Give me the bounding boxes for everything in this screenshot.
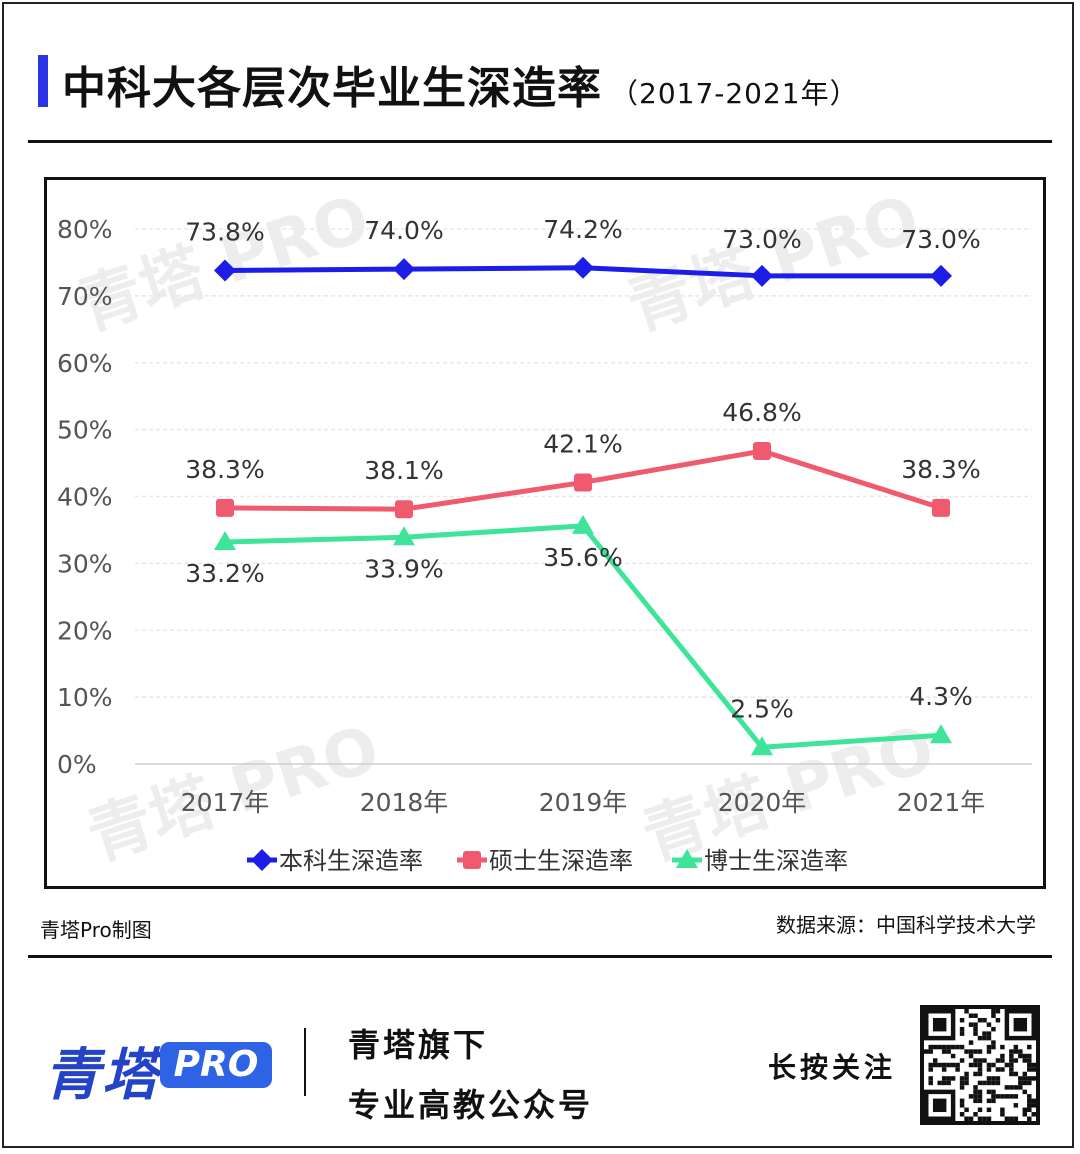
data-label: 33.9%: [364, 554, 443, 583]
legend-marker: [463, 851, 481, 869]
data-label: 73.8%: [185, 217, 264, 246]
data-label: 2.5%: [730, 694, 794, 723]
legend-marker: [251, 849, 273, 871]
data-label: 73.0%: [901, 225, 980, 254]
data-point: [395, 500, 413, 519]
data-label: 74.2%: [543, 215, 622, 244]
title-divider: [28, 140, 1052, 143]
data-label: 38.3%: [185, 455, 264, 484]
brand-logo-text: 青塔: [44, 1043, 160, 1108]
data-point: [572, 256, 594, 279]
page-title: 中科大各层次毕业生深造率 （2017-2021年）: [62, 63, 859, 114]
data-label: 35.6%: [543, 543, 622, 572]
y-tick-label: 80%: [57, 215, 113, 244]
tagline-secondary: 专业高教公众号: [348, 1086, 594, 1124]
data-label: 74.0%: [364, 216, 443, 245]
tagline-primary: 青塔旗下: [348, 1026, 489, 1064]
data-point: [574, 473, 592, 492]
x-tick-label: 2018年: [360, 788, 449, 817]
x-tick-label: 2019年: [539, 788, 628, 817]
y-tick-label: 60%: [57, 349, 113, 378]
data-label: 4.3%: [909, 682, 973, 711]
data-point: [393, 526, 415, 546]
y-tick-label: 0%: [57, 750, 97, 779]
x-tick-label: 2017年: [181, 788, 270, 817]
y-tick-label: 50%: [57, 416, 113, 445]
page-subtitle: （2017-2021年）: [610, 77, 859, 110]
data-point: [572, 514, 594, 534]
data-label: 46.8%: [722, 398, 801, 427]
qr-code-pattern: [924, 1009, 1036, 1121]
footer-vertical-divider: [304, 1028, 306, 1096]
x-tick-label: 2020年: [718, 788, 807, 817]
title-accent-bar: [38, 55, 48, 107]
x-tick-label: 2021年: [897, 788, 986, 817]
data-point: [751, 264, 773, 287]
data-point: [214, 259, 236, 282]
data-label: 38.1%: [364, 456, 443, 485]
watermark-text: 青塔 PRO: [619, 182, 928, 345]
data-point: [393, 258, 415, 281]
chart-credit: 青塔Pro制图: [40, 918, 152, 942]
data-point: [214, 530, 236, 550]
data-label: 38.3%: [901, 455, 980, 484]
data-label: 42.1%: [543, 429, 622, 458]
data-label: 73.0%: [722, 225, 801, 254]
y-tick-label: 30%: [57, 549, 113, 578]
y-tick-label: 70%: [57, 282, 113, 311]
legend-label: 硕士生深造率: [489, 847, 633, 875]
qr-code-icon[interactable]: [920, 1005, 1040, 1125]
data-source: 数据来源：中国科学技术大学: [776, 913, 1036, 937]
follow-prompt: 长按关注: [768, 1051, 897, 1084]
data-point: [930, 724, 952, 744]
data-label: 33.2%: [185, 559, 264, 588]
legend-label: 本科生深造率: [279, 847, 423, 875]
footer-divider: [28, 955, 1052, 958]
y-tick-label: 40%: [57, 483, 113, 512]
brand-pro-badge: PRO: [160, 1042, 272, 1088]
data-point: [932, 498, 950, 517]
chart-box: 青塔 PRO 青塔 PRO 青塔 PRO 青塔 PRO 0% 10% 20% 30% 40% 50…: [44, 177, 1046, 889]
data-point: [930, 264, 952, 287]
data-point: [216, 498, 234, 517]
legend-marker: [676, 849, 698, 868]
data-point: [753, 442, 771, 461]
data-point: [751, 736, 773, 756]
y-tick-label: 10%: [57, 683, 113, 712]
legend-label: 博士生深造率: [704, 847, 848, 875]
y-tick-label: 20%: [57, 616, 113, 645]
